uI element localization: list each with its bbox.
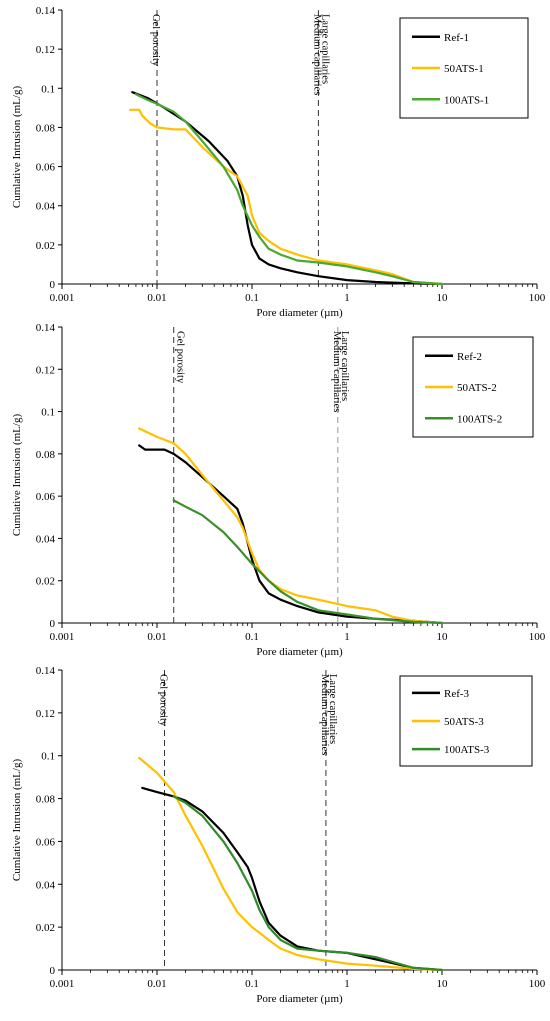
legend-label: 50ATS-3 [444, 716, 484, 728]
x-tick-label: 1 [344, 978, 350, 990]
legend-label: 100ATS-3 [444, 744, 490, 756]
x-axis-title: Pore diameter (µm) [256, 646, 343, 658]
x-tick-label: 100 [529, 292, 546, 304]
series-line-50ats-2 [138, 427, 444, 625]
y-tick-label: 0 [50, 279, 56, 291]
x-tick-label: 1 [344, 631, 350, 643]
legend-label: Ref-3 [444, 688, 470, 700]
x-axis-title: Pore diameter (µm) [256, 307, 343, 319]
y-tick-label: 0.06 [36, 491, 56, 503]
x-tick-label: 0.1 [245, 631, 259, 643]
annotation-label: Large capillaries [327, 674, 338, 744]
chart-panel-2: 0 0.02 0.04 0.06 0.08 0.1 0.12 0.14 0.001 0.01 0.1… [11, 322, 546, 658]
y-axis-title: Cumlative Intrusion (mL/g) [11, 414, 23, 537]
y-tick-label: 0.1 [41, 751, 55, 763]
legend-label: 100ATS-2 [457, 413, 502, 425]
x-tick-label: 100 [529, 978, 546, 990]
y-tick-label: 0 [50, 965, 56, 977]
y-tick-label: 0.14 [36, 665, 56, 677]
x-tick-label: 100 [529, 631, 546, 643]
y-tick-label: 0.06 [36, 836, 56, 848]
y-tick-label: 0.04 [36, 201, 56, 213]
series-line-ref-3 [141, 786, 444, 972]
y-tick-label: 0.02 [36, 576, 55, 588]
x-tick-label: 10 [437, 978, 449, 990]
y-tick-label: 0.02 [36, 922, 55, 934]
y-tick-label: 0.08 [36, 794, 56, 806]
legend-label: 100ATS-1 [444, 94, 489, 106]
annotation-label: Gel porosity [150, 14, 161, 67]
annotation-label: Large capillaries [339, 331, 350, 401]
y-tick-label: 0.12 [36, 364, 55, 376]
x-tick-label: 0.01 [147, 292, 166, 304]
x-tick-label: 1 [344, 292, 350, 304]
legend-label: Ref-1 [444, 32, 469, 44]
legend: Ref-1 50ATS-1 100ATS-1 [399, 17, 529, 119]
x-axis-title: Pore diameter (µm) [256, 993, 343, 1005]
annotation-label: Gel porosity [175, 331, 186, 384]
y-tick-label: 0.08 [36, 449, 56, 461]
x-tick-label: 0.001 [50, 292, 75, 304]
legend-label: Ref-2 [457, 351, 482, 363]
x-tick-label: 0.1 [245, 978, 259, 990]
legend-label: 50ATS-2 [457, 382, 497, 394]
y-tick-label: 0.08 [36, 122, 56, 134]
chart-panel-1: 0 0.02 0.04 0.06 0.08 0.1 0.12 0.14 0.001 0.01 0.1… [11, 5, 546, 319]
series-line-50ats-1 [128, 108, 444, 286]
y-tick-label: 0.02 [36, 240, 55, 252]
series-line-100ats-2 [172, 499, 444, 625]
x-tick-label: 10 [437, 292, 449, 304]
y-tick-label: 0.12 [36, 44, 55, 56]
x-tick-label: 10 [437, 631, 449, 643]
x-tick-label: 0.001 [50, 631, 75, 643]
annotation-label: Medium capillaries [319, 674, 330, 755]
legend: Ref-2 50ATS-2 100ATS-2 [412, 336, 534, 438]
y-tick-label: 0.04 [36, 879, 56, 891]
annotation-label: Gel porosity [158, 674, 169, 727]
y-tick-label: 0.06 [36, 162, 56, 174]
y-axis-title: Cumlative Intrusion (mL/g) [11, 759, 23, 882]
x-tick-label: 0.01 [147, 978, 166, 990]
series-line-50ats-3 [138, 756, 444, 972]
annotation-label: Medium capillaries [311, 14, 322, 95]
y-tick-label: 0.04 [36, 533, 56, 545]
y-tick-label: 0.1 [41, 407, 55, 419]
y-tick-label: 0.14 [36, 5, 56, 17]
y-tick-label: 0.1 [41, 83, 55, 95]
legend: Ref-3 50ATS-3 100ATS-3 [399, 675, 533, 767]
y-tick-label: 0 [50, 618, 56, 630]
legend-label: 50ATS-1 [444, 63, 484, 75]
series-line-ref-1 [131, 91, 444, 286]
x-tick-label: 0.1 [245, 292, 259, 304]
y-tick-label: 0.14 [36, 322, 56, 334]
y-axis-title: Cumlative Intrusion (mL/g) [11, 86, 23, 209]
annotation-label: Large capillaries [319, 14, 330, 84]
series-line-100ats-1 [134, 93, 444, 286]
y-tick-label: 0.12 [36, 708, 55, 720]
series-line-100ats-3 [172, 795, 444, 972]
annotation-label: Medium capillaries [331, 331, 342, 412]
chart-panel-3: 0 0.02 0.04 0.06 0.08 0.1 0.12 0.14 0.001 0.01 0.1… [11, 665, 546, 1005]
x-tick-label: 0.01 [147, 631, 166, 643]
x-tick-label: 0.001 [50, 978, 75, 990]
